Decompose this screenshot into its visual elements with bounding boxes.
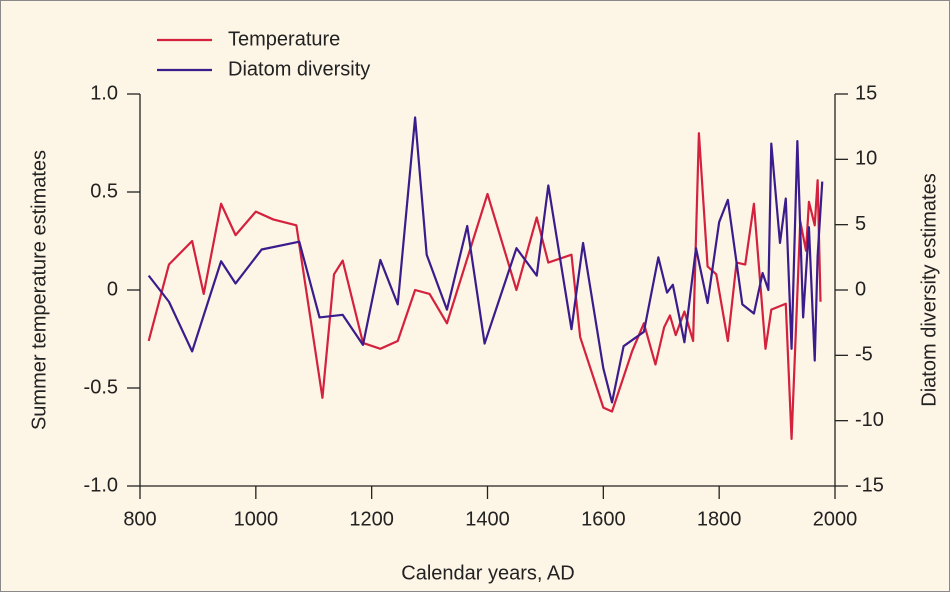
y-tick-label: -0.5 <box>84 376 118 398</box>
y2-tick-label: 10 <box>855 148 877 170</box>
y2-tick-label: 15 <box>855 82 877 104</box>
y2-axis-title: Diatom diversity estimates <box>918 173 940 406</box>
legend-label: Diatom diversity <box>228 58 370 80</box>
y2-tick-label: -5 <box>855 344 873 366</box>
y-tick-label: -1.0 <box>84 474 118 496</box>
x-tick-label: 1000 <box>234 508 279 530</box>
legend-label: Temperature <box>228 28 340 50</box>
x-axis-title: Calendar years, AD <box>401 562 574 584</box>
x-tick-label: 2000 <box>813 508 858 530</box>
x-tick-label: 1400 <box>465 508 510 530</box>
series-line <box>147 116 824 404</box>
x-tick-label: 1600 <box>581 508 626 530</box>
y-tick-label: 1.0 <box>90 82 118 104</box>
y2-tick-label: 0 <box>855 278 866 300</box>
y2-tick-label: 5 <box>855 213 866 235</box>
series-line <box>147 132 822 441</box>
y-axis-title: Summer temperature estimates <box>28 150 50 430</box>
y2-tick-label: -15 <box>855 474 884 496</box>
x-tick-label: 800 <box>123 508 156 530</box>
y-tick-label: 0 <box>107 278 118 300</box>
y-tick-label: 0.5 <box>90 180 118 202</box>
x-tick-label: 1200 <box>349 508 394 530</box>
y2-tick-label: -10 <box>855 409 884 431</box>
x-tick-label: 1800 <box>697 508 742 530</box>
